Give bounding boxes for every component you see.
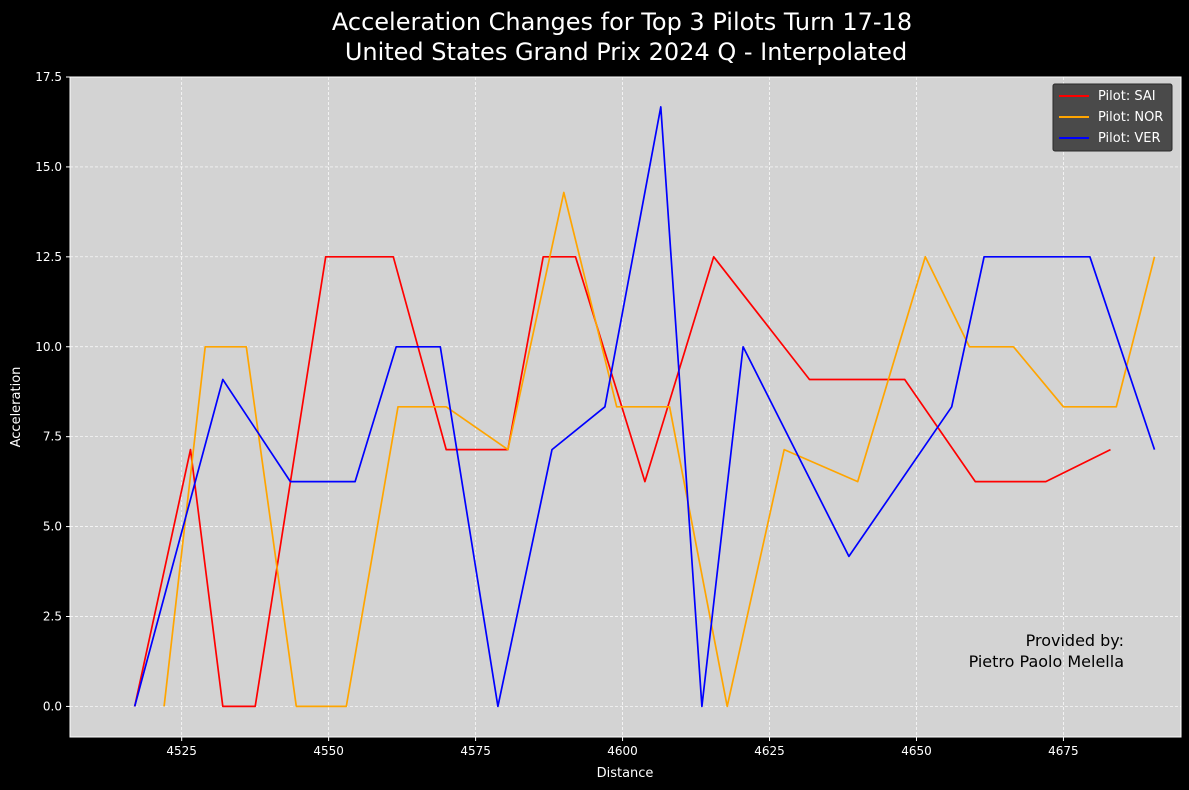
series-line-sai [133, 255, 1111, 708]
x-tick-label: 4625 [754, 744, 785, 758]
credit-annotation-line-2: Pietro Paolo Melella [969, 652, 1124, 671]
series-lines [133, 106, 1156, 708]
axes: 4525 4550 4575 4600 4625 4650 4675 0.0 2.5 5.0 7.5… [35, 70, 1182, 758]
series-line-ver [133, 106, 1156, 708]
legend: Pilot: SAI Pilot: NOR Pilot: VER [1052, 83, 1173, 152]
x-axis-label: Distance [597, 766, 654, 781]
y-tick-label: 5.0 [43, 520, 62, 534]
credit-annotation-line-1: Provided by: [1026, 631, 1124, 650]
y-axis-label: Acceleration [9, 367, 24, 448]
y-tick-label: 0.0 [43, 699, 62, 713]
legend-label-sai: Pilot: SAI [1098, 89, 1156, 104]
y-tick-label: 15.0 [35, 160, 62, 174]
x-tick-label: 4600 [607, 744, 638, 758]
y-tick-label: 7.5 [43, 430, 62, 444]
x-tick-label: 4575 [460, 744, 491, 758]
x-tick-label: 4650 [901, 744, 932, 758]
plot-frame [69, 76, 1182, 738]
legend-label-ver: Pilot: VER [1098, 131, 1160, 146]
x-tick-label: 4525 [166, 744, 197, 758]
series-line-nor [163, 191, 1156, 708]
x-tick-label: 4550 [313, 744, 344, 758]
legend-label-nor: Pilot: NOR [1098, 110, 1163, 125]
chart-title-line-1: Acceleration Changes for Top 3 Pilots Tu… [332, 8, 912, 36]
chart-title-line-2: United States Grand Prix 2024 Q - Interp… [345, 38, 907, 66]
y-tick-label: 10.0 [35, 340, 62, 354]
y-tick-label: 12.5 [35, 250, 62, 264]
y-tick-label: 17.5 [35, 70, 62, 84]
y-tick-label: 2.5 [43, 610, 62, 624]
legend-box [1052, 83, 1173, 152]
x-tick-label: 4675 [1048, 744, 1079, 758]
